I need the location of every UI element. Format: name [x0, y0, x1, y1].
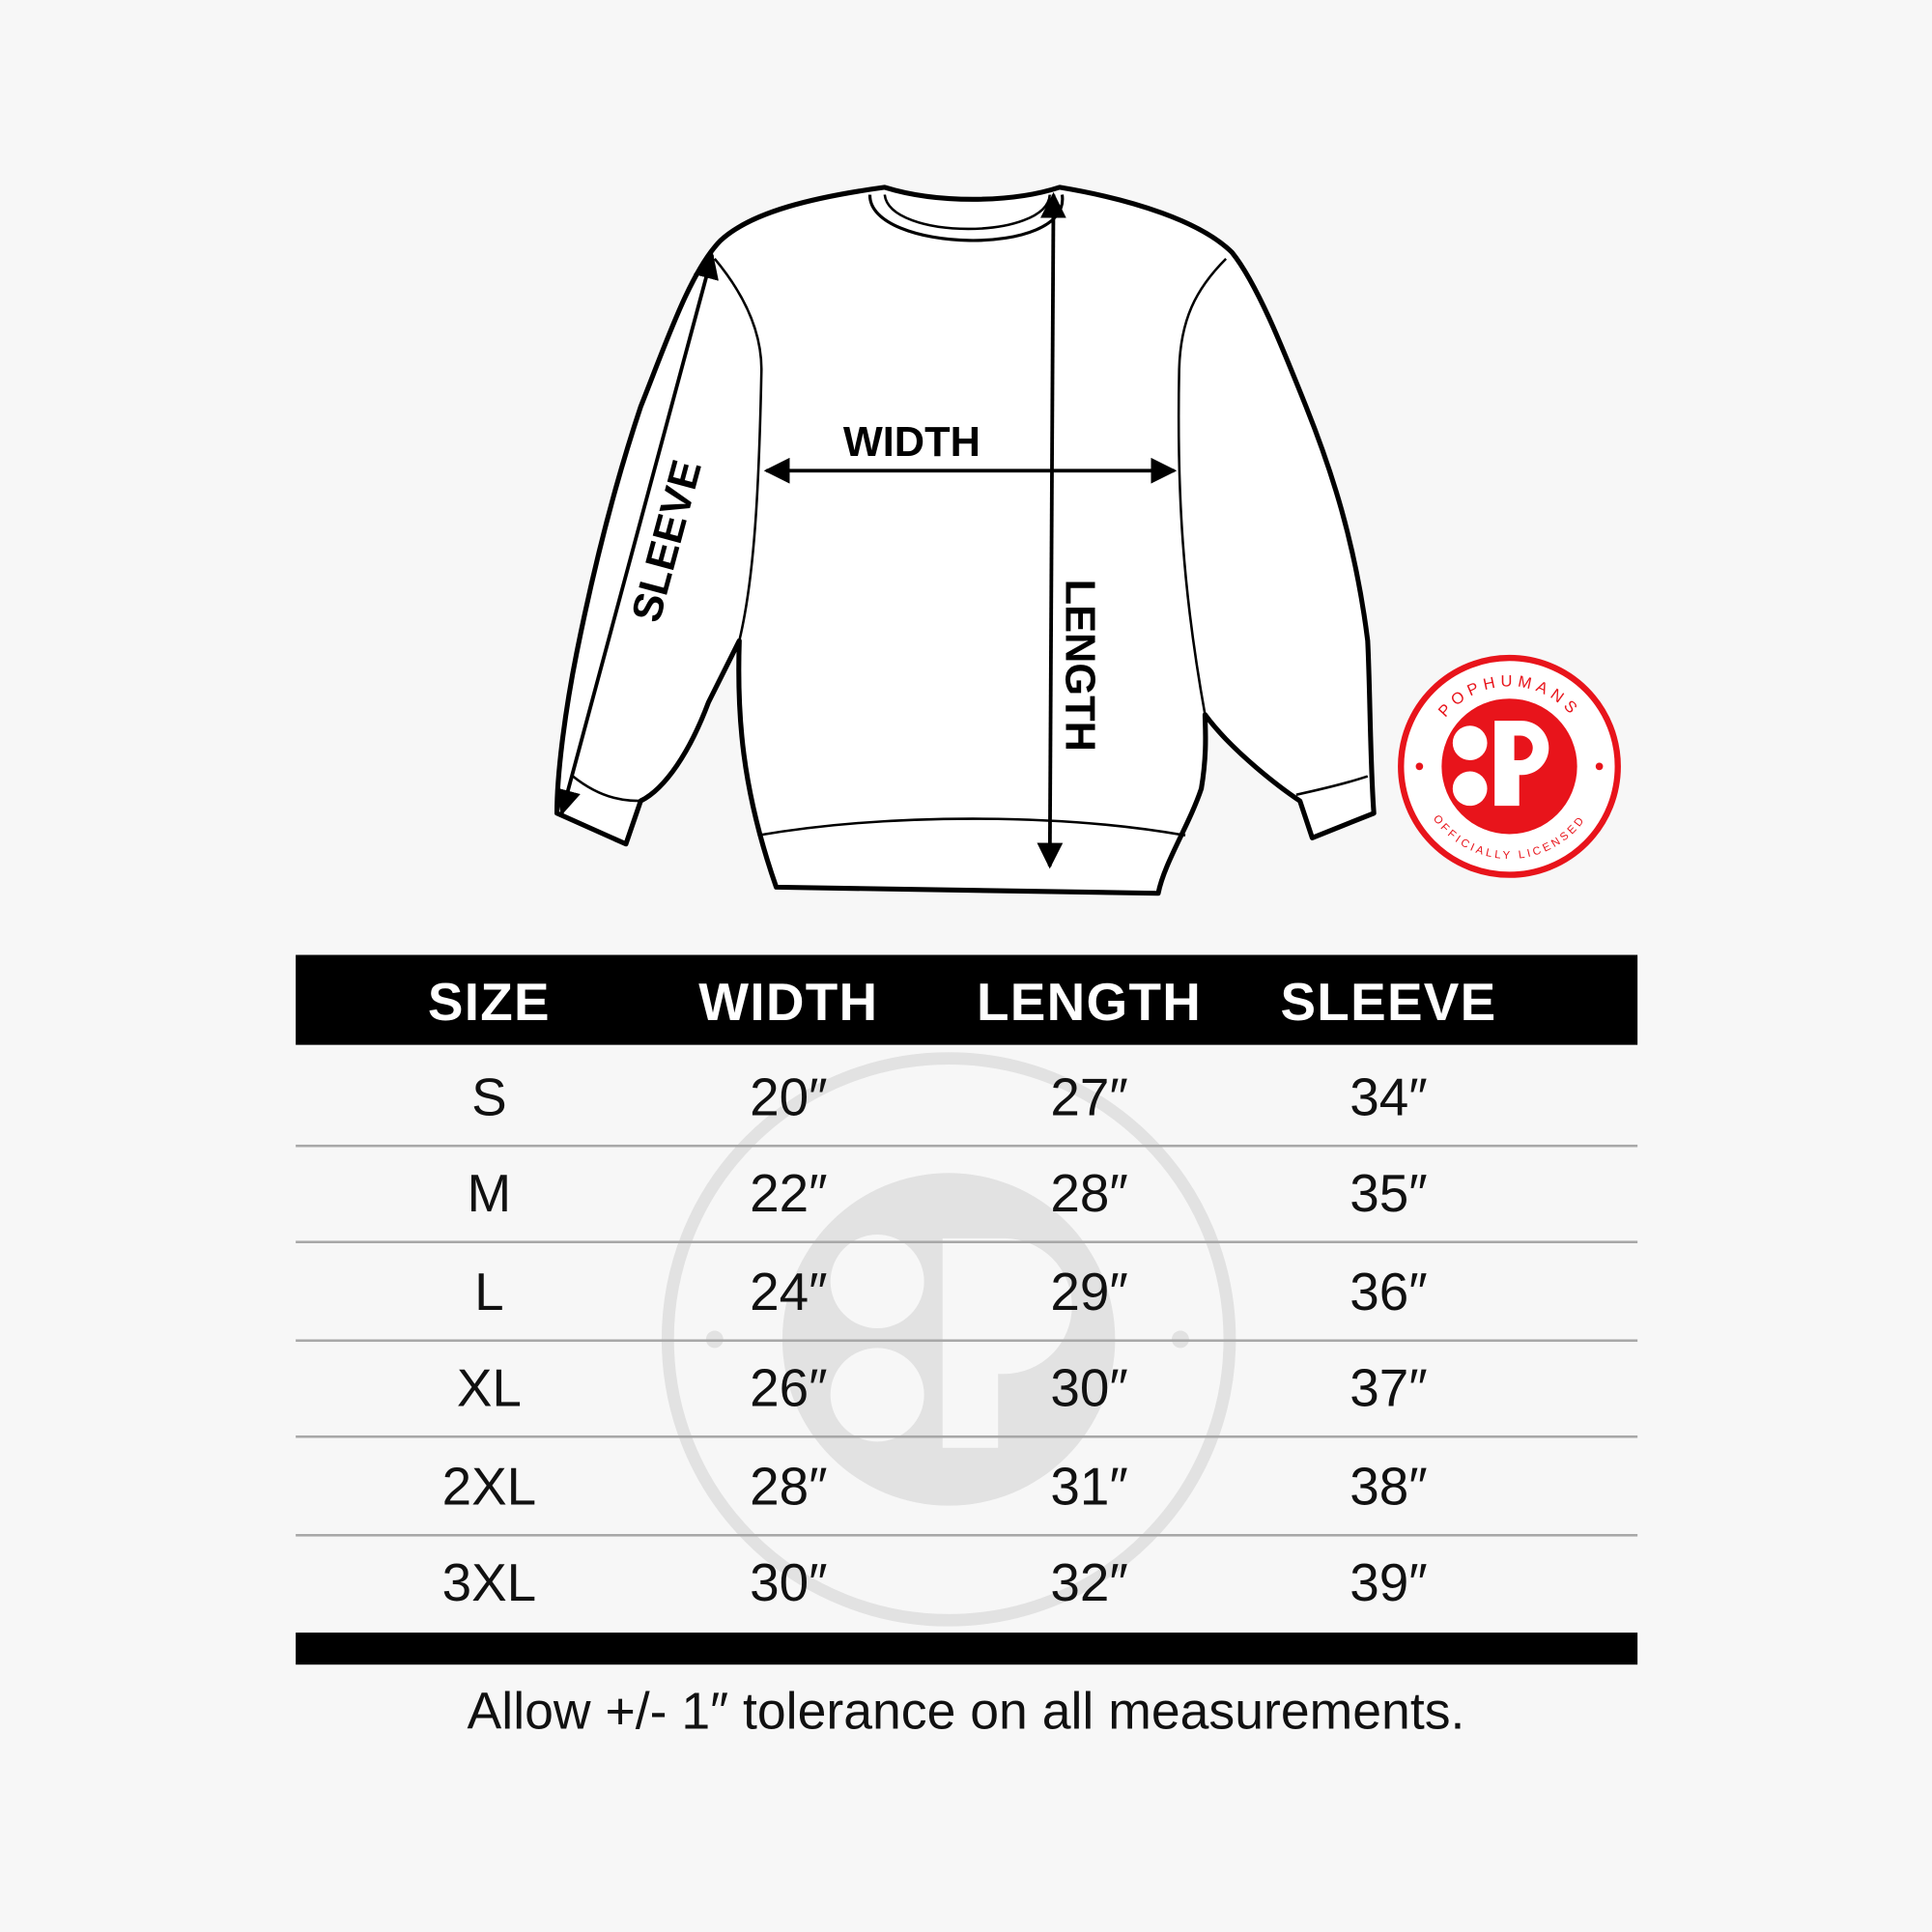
row-divider: [296, 1435, 1638, 1438]
width-label: WIDTH: [843, 419, 980, 466]
table-cell: 36″: [1350, 1263, 1428, 1322]
table-cell: 30″: [750, 1553, 828, 1613]
sweatshirt-diagram: WIDTH LENGTH SLEEVE: [554, 185, 1377, 896]
table-cell: 37″: [1350, 1358, 1428, 1419]
table-cell: 24″: [750, 1263, 828, 1322]
table-cell: 28″: [1050, 1164, 1128, 1224]
table-header: [296, 954, 1638, 1045]
row-divider: [296, 1240, 1638, 1243]
row-divider: [296, 1534, 1638, 1537]
table-cell: 39″: [1350, 1553, 1428, 1613]
table-cell: 3XL: [441, 1553, 537, 1613]
table-cell: 20″: [750, 1067, 828, 1128]
column-header-length: LENGTH: [976, 973, 1203, 1033]
column-header-size: SIZE: [427, 973, 551, 1033]
row-divider: [296, 1144, 1638, 1148]
table-cell: 38″: [1350, 1457, 1428, 1518]
length-label: LENGTH: [1056, 580, 1102, 752]
table-cell: 29″: [1050, 1263, 1128, 1322]
row-divider: [296, 1339, 1638, 1343]
measurement-arrows: [554, 191, 1178, 869]
table-cell: 31″: [1050, 1457, 1128, 1518]
table-cell: 27″: [1050, 1067, 1128, 1128]
table-cell: 35″: [1350, 1164, 1428, 1224]
table-cell: 30″: [1050, 1358, 1128, 1419]
table-cell: 34″: [1350, 1067, 1428, 1128]
table-cell: L: [474, 1263, 504, 1322]
table-footer-bar: [296, 1633, 1638, 1665]
column-header-sleeve: SLEEVE: [1280, 973, 1497, 1033]
table-cell: 2XL: [441, 1457, 537, 1518]
column-header-width: WIDTH: [698, 973, 879, 1033]
table-cell: 32″: [1050, 1553, 1128, 1613]
table-cell: XL: [456, 1358, 522, 1419]
pophumans-logo: POPHUMANS OFFICIALLY LICENSED: [1398, 654, 1621, 878]
table-cell: M: [467, 1164, 512, 1224]
table-cell: 26″: [750, 1358, 828, 1419]
table-cell: S: [471, 1067, 507, 1128]
table-cell: 28″: [750, 1457, 828, 1518]
table-cell: 22″: [750, 1164, 828, 1224]
tolerance-note: Allow +/- 1″ tolerance on all measuremen…: [467, 1682, 1465, 1741]
